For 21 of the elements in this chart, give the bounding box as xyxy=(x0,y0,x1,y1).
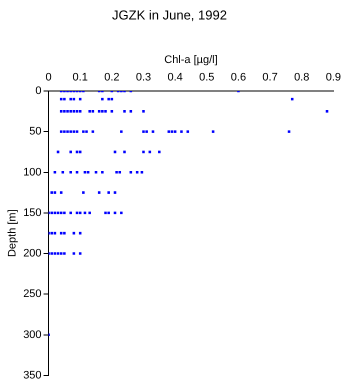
x-tick-label: 0.8 xyxy=(294,71,310,84)
y-tick-label: 150 xyxy=(23,206,42,219)
y-tick-label: 0 xyxy=(35,85,42,98)
x-tick-label: 0.3 xyxy=(136,71,152,84)
y-tick-label: 100 xyxy=(23,166,42,178)
chart-title: JGZK in June, 1992 xyxy=(112,7,227,22)
x-tick-label: 0.7 xyxy=(262,71,278,84)
y-axis-title: Depth [m] xyxy=(6,209,19,258)
x-tick-label: 0.5 xyxy=(199,71,214,84)
x-tick-label: 0 xyxy=(45,71,52,84)
x-tick-label: 0.4 xyxy=(167,71,183,84)
y-tick-label: 350 xyxy=(23,369,42,382)
x-tick-label: 0.6 xyxy=(230,71,246,84)
y-tick-label: 50 xyxy=(29,126,42,138)
y-tick-label: 250 xyxy=(23,288,42,300)
x-axis-title: Chl-a [µg/l] xyxy=(164,54,218,66)
x-tick-label: 0.1 xyxy=(72,71,88,84)
y-tick-label: 300 xyxy=(23,328,42,341)
x-tick-label: 0.9 xyxy=(326,71,342,84)
x-tick-label: 0.2 xyxy=(104,71,120,84)
y-tick-label: 200 xyxy=(23,248,42,260)
